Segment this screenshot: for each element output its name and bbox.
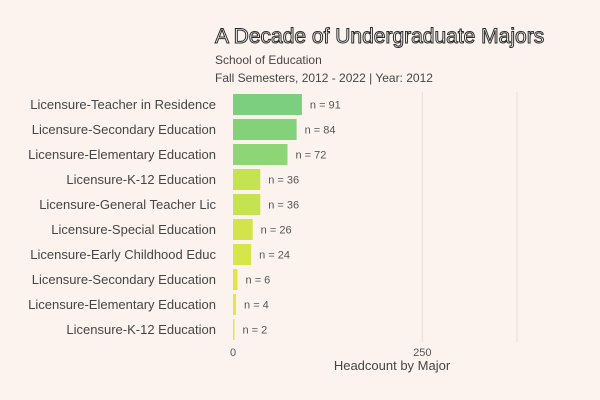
x-tick-labels: 0 250 <box>230 347 432 359</box>
category-label-4: Licensure-General Teacher Lic <box>39 197 216 212</box>
category-label-7: Licensure-Secondary Education <box>32 272 216 287</box>
bars <box>233 94 302 340</box>
data-label-5: n = 26 <box>261 225 292 237</box>
bar-4 <box>233 194 261 215</box>
category-label-3: Licensure-K-12 Education <box>66 172 216 187</box>
bar-6 <box>233 244 252 265</box>
data-labels: n = 91 n = 84 n = 72 n = 36 n = 36 n = 26 n = … <box>243 100 341 337</box>
bar-9 <box>233 319 235 340</box>
bar-7 <box>233 269 238 290</box>
category-label-5: Licensure-Special Education <box>51 222 216 237</box>
bar-5 <box>233 219 253 240</box>
chart-title: A Decade of Undergraduate Majors <box>215 25 544 48</box>
chart-subtitle-school: School of Education <box>215 53 322 67</box>
data-label-2: n = 72 <box>296 150 327 162</box>
data-label-0: n = 91 <box>310 100 341 112</box>
bar-3 <box>233 169 261 190</box>
data-label-7: n = 6 <box>246 275 271 287</box>
bar-8 <box>233 294 237 315</box>
category-label-8: Licensure-Elementary Education <box>28 297 216 312</box>
category-label-9: Licensure-K-12 Education <box>66 322 216 337</box>
data-label-3: n = 36 <box>268 175 299 187</box>
bar-0 <box>233 94 302 115</box>
bar-1 <box>233 119 297 140</box>
x-axis-title: Headcount by Major <box>334 358 451 373</box>
category-label-2: Licensure-Elementary Education <box>28 147 216 162</box>
data-label-6: n = 24 <box>259 250 290 262</box>
category-labels: Licensure-Teacher in Residence Licensure-… <box>28 97 216 337</box>
data-label-9: n = 2 <box>243 325 268 337</box>
data-label-4: n = 36 <box>268 200 299 212</box>
data-label-1: n = 84 <box>305 125 336 137</box>
category-label-0: Licensure-Teacher in Residence <box>30 97 216 112</box>
x-tick-label-0: 0 <box>230 347 236 359</box>
x-tick-label-250: 250 <box>413 347 431 359</box>
category-label-6: Licensure-Early Childhood Educ <box>30 247 216 262</box>
bar-2 <box>233 144 288 165</box>
gridlines <box>421 92 518 342</box>
data-label-8: n = 4 <box>244 300 269 312</box>
category-label-1: Licensure-Secondary Education <box>32 122 216 137</box>
chart-subtitle-period: Fall Semesters, 2012 - 2022 | Year: 2012 <box>215 71 433 85</box>
